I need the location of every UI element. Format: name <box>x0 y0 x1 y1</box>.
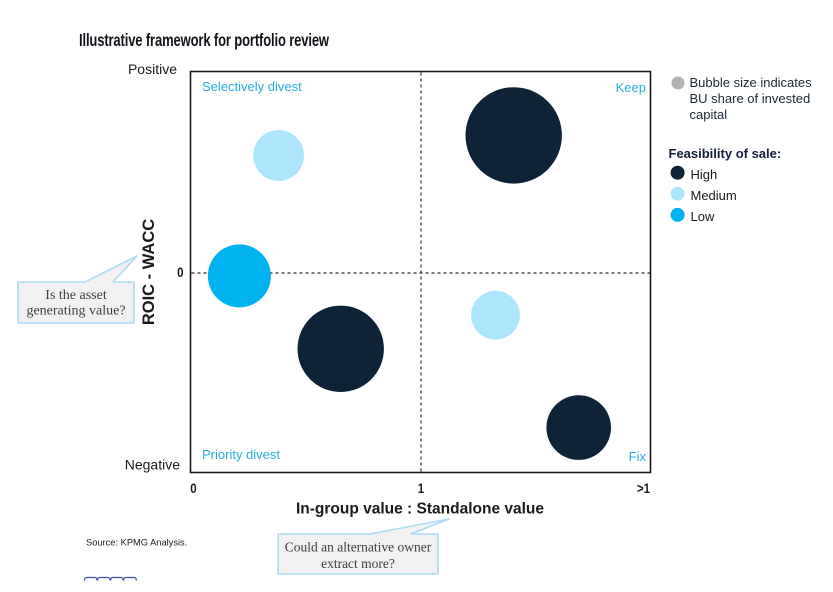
svg-text:Bubble size indicates: Bubble size indicates <box>690 75 813 90</box>
svg-text:Negative: Negative <box>125 457 180 473</box>
svg-text:In-group value : Standalone va: In-group value : Standalone value <box>296 501 544 518</box>
svg-text:ROIC - WACC: ROIC - WACC <box>140 219 158 325</box>
svg-text:BU share of invested: BU share of invested <box>690 91 811 106</box>
svg-text:Medium: Medium <box>691 188 737 203</box>
svg-text:Positive: Positive <box>128 61 177 77</box>
svg-text:capital: capital <box>690 107 728 122</box>
svg-text:Keep: Keep <box>616 80 646 95</box>
svg-text:Source: KPMG Analysis.: Source: KPMG Analysis. <box>86 538 187 548</box>
svg-text:0: 0 <box>190 480 196 496</box>
svg-text:Illustrative framework for por: Illustrative framework for portfolio rev… <box>79 31 330 50</box>
svg-text:Could an alternative owner: Could an alternative owner <box>285 540 432 555</box>
svg-text:Fix: Fix <box>629 449 647 464</box>
svg-text:Is the asset: Is the asset <box>45 288 107 303</box>
svg-text:Feasibility of sale:: Feasibility of sale: <box>669 146 782 161</box>
svg-text:generating value?: generating value? <box>26 304 125 319</box>
svg-text:Priority divest: Priority divest <box>202 447 280 462</box>
svg-text:1: 1 <box>418 480 424 496</box>
svg-text:>1: >1 <box>637 480 650 496</box>
svg-text:Low: Low <box>691 209 715 224</box>
svg-text:High: High <box>691 167 718 182</box>
svg-text:Selectively divest: Selectively divest <box>202 79 302 94</box>
svg-text:0: 0 <box>177 264 183 280</box>
svg-text:extract more?: extract more? <box>321 556 395 571</box>
